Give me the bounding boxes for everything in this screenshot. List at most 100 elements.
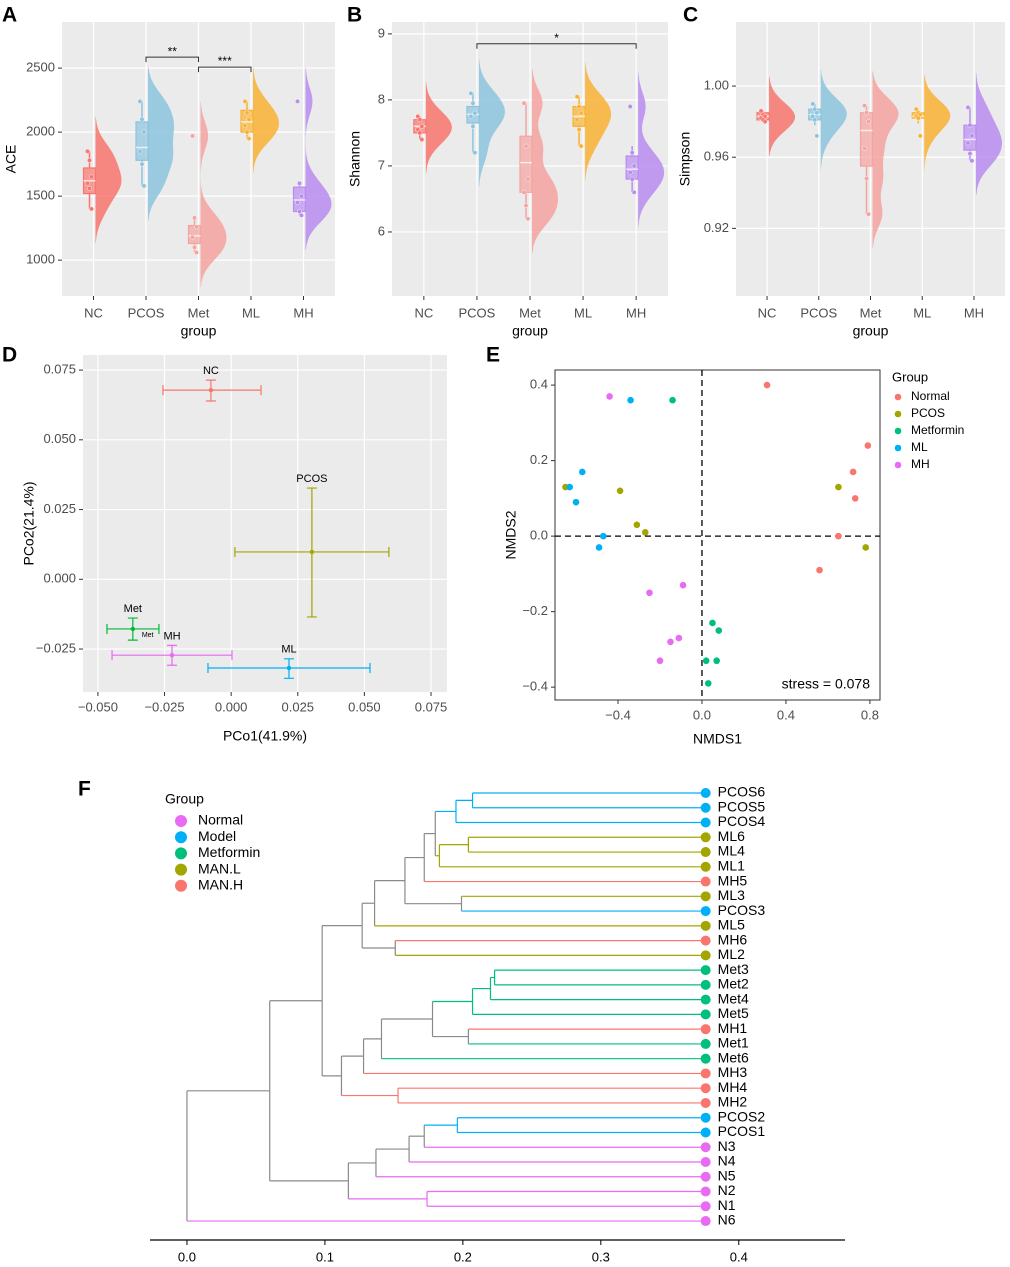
y-tick-label: −0.025 xyxy=(36,640,76,655)
point xyxy=(810,101,816,107)
point xyxy=(595,544,603,551)
y-tick-label: 0.92 xyxy=(704,220,729,235)
point xyxy=(523,203,529,208)
leaf-label: PCOS5 xyxy=(718,798,766,814)
point xyxy=(89,206,94,212)
point xyxy=(629,150,635,156)
x-tick-label: NC xyxy=(84,305,103,320)
point xyxy=(917,133,923,139)
point xyxy=(864,176,869,181)
x-tick-label: 0.2 xyxy=(454,1249,472,1264)
x-tick-label: Met xyxy=(188,305,210,320)
leaf-label: MH2 xyxy=(718,1094,748,1110)
point xyxy=(192,244,197,250)
y-tick-label: 0.2 xyxy=(530,452,548,467)
legend-marker xyxy=(175,863,187,876)
leaf-label: ML3 xyxy=(718,887,745,903)
significance-label: *** xyxy=(218,54,232,68)
leaf-label: PCOS2 xyxy=(718,1108,766,1124)
x-axis-title: group xyxy=(512,323,548,339)
annotation: stress = 0.078 xyxy=(782,676,871,692)
point xyxy=(812,106,818,112)
legend-marker xyxy=(894,427,902,435)
point xyxy=(627,104,633,109)
point xyxy=(862,544,870,551)
x-tick-label: 0.4 xyxy=(777,707,795,722)
point xyxy=(89,174,94,180)
violin xyxy=(425,82,452,174)
panel-letter: E xyxy=(486,344,500,367)
legend-label: Model xyxy=(198,828,236,844)
point xyxy=(244,129,250,135)
point xyxy=(141,129,147,135)
y-axis-title: PCo2(21.4%) xyxy=(21,481,37,565)
point xyxy=(814,110,820,116)
point xyxy=(669,396,676,404)
point xyxy=(85,180,90,186)
violin xyxy=(820,69,847,171)
panel-letter: C xyxy=(683,4,698,27)
point-label: PCOS xyxy=(296,473,327,485)
violin xyxy=(148,67,174,221)
y-tick-label: 1.00 xyxy=(704,77,729,92)
point xyxy=(967,122,973,128)
significance-label: * xyxy=(554,31,559,45)
point xyxy=(419,137,425,142)
point xyxy=(169,652,175,658)
y-tick-label: −0.4 xyxy=(522,679,548,694)
point xyxy=(762,113,768,119)
violin xyxy=(305,67,332,250)
point xyxy=(85,148,90,154)
point xyxy=(762,119,768,125)
point xyxy=(139,161,145,167)
leaf-label: N6 xyxy=(718,1212,736,1228)
y-axis-title: ACE xyxy=(3,145,19,174)
y-tick-label: 2000 xyxy=(26,124,55,139)
point xyxy=(679,581,687,589)
x-tick-label: PCOS xyxy=(459,305,496,320)
point xyxy=(631,163,637,169)
leaf-label: ML5 xyxy=(718,917,745,933)
leaf-label: MH1 xyxy=(718,1020,748,1036)
point xyxy=(295,200,300,205)
point xyxy=(470,100,476,106)
y-tick-label: 0.050 xyxy=(43,431,76,446)
significance-bracket xyxy=(198,66,252,73)
leaf-label: Met2 xyxy=(718,976,749,992)
leaf-label: Met5 xyxy=(718,1005,749,1021)
point xyxy=(646,589,653,597)
point-label: NC xyxy=(203,365,219,377)
y-tick-label: 1000 xyxy=(26,252,55,267)
point xyxy=(525,176,531,182)
point xyxy=(242,98,248,104)
point xyxy=(915,115,921,121)
point xyxy=(244,110,250,116)
point xyxy=(417,130,423,136)
point xyxy=(137,98,143,104)
legend-marker xyxy=(175,831,187,844)
violin xyxy=(200,101,227,287)
legend-label: MH xyxy=(911,457,930,471)
leaf-label: PCOS1 xyxy=(718,1123,766,1139)
leaf-label: ML2 xyxy=(718,946,745,962)
point xyxy=(521,189,527,195)
legend-label: Normal xyxy=(911,389,950,403)
leaf-label: PCOS3 xyxy=(718,902,766,918)
x-tick-label: Met xyxy=(519,305,541,320)
leaf-label: N1 xyxy=(718,1197,736,1213)
x-tick-label: NC xyxy=(414,305,433,320)
point xyxy=(616,487,624,495)
leaf-label: MH5 xyxy=(718,872,748,888)
y-tick-label: 0.4 xyxy=(530,377,548,392)
point xyxy=(525,216,531,222)
point xyxy=(141,183,147,189)
point xyxy=(627,170,633,175)
leaf-label: ML1 xyxy=(718,858,745,874)
point xyxy=(704,680,712,687)
annotation: Met xyxy=(142,632,154,639)
x-tick-label: ML xyxy=(913,305,931,320)
point xyxy=(967,151,973,157)
point xyxy=(523,143,529,149)
point xyxy=(566,483,573,491)
point xyxy=(309,549,315,555)
